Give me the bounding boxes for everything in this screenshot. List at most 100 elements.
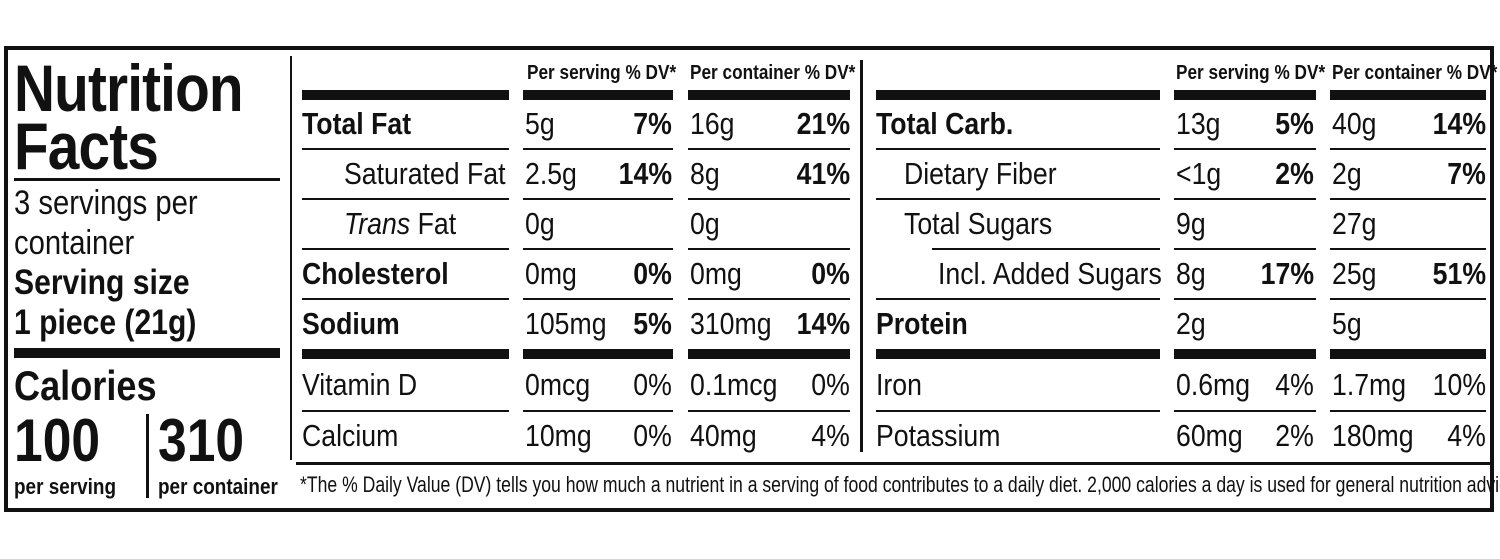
- nutrient-name: Trans Fat: [344, 206, 457, 241]
- serving-dv: 2%: [1275, 156, 1314, 191]
- container-dv: 10%: [1432, 367, 1486, 402]
- thick-bar: [688, 90, 850, 100]
- nutrient-name: Potassium: [876, 418, 1001, 453]
- serving-size-value: 1 piece (21g): [14, 303, 197, 342]
- container-dv: 14%: [1432, 106, 1486, 141]
- nutrient-name: Vitamin D: [302, 367, 418, 402]
- row-line: [302, 298, 509, 300]
- thick-bar: [1174, 90, 1316, 100]
- serving-dv: 5%: [1275, 106, 1314, 141]
- row-line: [1330, 298, 1486, 300]
- serving-amount: 5g: [525, 106, 555, 141]
- tables-divider: [860, 60, 863, 452]
- serving-dv: 17%: [1260, 256, 1314, 291]
- calories-per-container: 310: [158, 407, 245, 474]
- row-line: [876, 410, 1160, 412]
- thick-bar: [876, 90, 1160, 100]
- panel-divider: [290, 56, 292, 460]
- row-line: [1174, 298, 1316, 300]
- serving-dv: 14%: [618, 156, 672, 191]
- row-line: [1174, 410, 1316, 412]
- row-line: [1330, 248, 1486, 250]
- thick-bar: [302, 90, 509, 100]
- title-facts: Facts: [14, 109, 159, 183]
- row-line: [523, 298, 673, 300]
- container-dv: 7%: [1447, 156, 1486, 191]
- container-amount: 0mg: [690, 256, 742, 291]
- serving-dv: 0%: [633, 256, 672, 291]
- nutrient-name: Total Sugars: [904, 206, 1053, 241]
- row-line: [302, 410, 509, 412]
- row-line: [302, 248, 509, 250]
- divider: [14, 178, 280, 181]
- nutrient-name: Sodium: [302, 306, 400, 341]
- row-line: [302, 198, 509, 200]
- right-header-per-container: Per container % DV*: [1332, 62, 1498, 84]
- row-line: [1330, 148, 1486, 150]
- container-dv: 14%: [796, 306, 850, 341]
- serving-amount: 105mg: [525, 306, 607, 341]
- serving-amount: 10mg: [525, 418, 592, 453]
- serving-size-label: Serving size: [14, 263, 190, 302]
- title-nutrition: Nutrition: [14, 51, 244, 125]
- row-line: [523, 248, 673, 250]
- serving-dv: 2%: [1275, 418, 1314, 453]
- row-line: [688, 298, 850, 300]
- thick-bar: [688, 349, 850, 359]
- row-line: [876, 298, 1160, 300]
- calories-separator: [146, 414, 149, 498]
- nutrient-name: Iron: [876, 367, 922, 402]
- container-amount: 8g: [690, 156, 720, 191]
- container-amount: 1.7mg: [1332, 367, 1407, 402]
- servings-per-container-2: container: [14, 224, 135, 262]
- thick-bar: [1174, 349, 1316, 359]
- nutrient-name: Calcium: [302, 418, 399, 453]
- container-amount: 180mg: [1332, 418, 1414, 453]
- row-line: [876, 148, 1160, 150]
- calories-label: Calories: [14, 362, 157, 409]
- container-amount: 40mg: [690, 418, 757, 453]
- nutrient-name: Protein: [876, 306, 968, 341]
- row-line: [1174, 248, 1316, 250]
- container-amount: 0g: [690, 206, 720, 241]
- container-amount: 2g: [1332, 156, 1362, 191]
- nutrient-name: Total Carb.: [876, 106, 1014, 141]
- container-amount: 25g: [1332, 256, 1377, 291]
- thick-bar: [1330, 90, 1486, 100]
- serving-amount: 9g: [1176, 206, 1206, 241]
- serving-amount: 2g: [1176, 306, 1206, 341]
- serving-amount: 0g: [525, 206, 555, 241]
- container-dv: 51%: [1432, 256, 1486, 291]
- nutrition-facts-label: [4, 46, 1494, 512]
- container-dv: 21%: [796, 106, 850, 141]
- row-line: [876, 198, 1160, 200]
- container-dv: 0%: [811, 256, 850, 291]
- serving-amount: 0.6mg: [1176, 367, 1251, 402]
- left-header-per-serving: Per serving % DV*: [527, 62, 677, 84]
- row-line: [688, 198, 850, 200]
- thick-divider: [14, 348, 280, 358]
- right-header-per-serving: Per serving % DV*: [1176, 62, 1326, 84]
- nutrient-name: Cholesterol: [302, 256, 449, 291]
- row-line: [523, 198, 673, 200]
- row-line: [1174, 198, 1316, 200]
- serving-dv: 4%: [1275, 367, 1314, 402]
- container-amount: 5g: [1332, 306, 1362, 341]
- container-dv: 41%: [796, 156, 850, 191]
- thick-bar: [523, 90, 673, 100]
- row-line: [1330, 410, 1486, 412]
- container-amount: 40g: [1332, 106, 1377, 141]
- calories-per-serving: 100: [14, 407, 101, 474]
- thick-bar: [523, 349, 673, 359]
- serving-dv: 5%: [633, 306, 672, 341]
- row-line: [932, 248, 1160, 250]
- nutrient-name: Saturated Fat: [344, 156, 506, 191]
- thick-bar: [876, 349, 1160, 359]
- nutrient-name: Dietary Fiber: [904, 156, 1057, 191]
- left-header-per-container: Per container % DV*: [690, 62, 856, 84]
- container-amount: 27g: [1332, 206, 1377, 241]
- container-dv: 4%: [811, 418, 850, 453]
- per-serving-label: per serving: [14, 474, 117, 499]
- row-line: [688, 148, 850, 150]
- serving-amount: <1g: [1176, 156, 1222, 191]
